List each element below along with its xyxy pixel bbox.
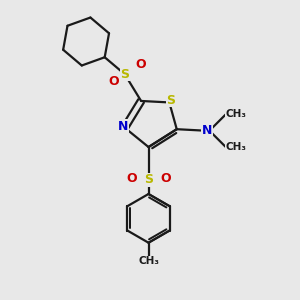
Text: O: O [160, 172, 171, 185]
Text: N: N [202, 124, 212, 137]
Text: S: S [144, 173, 153, 186]
Text: N: N [118, 120, 128, 133]
Text: O: O [126, 172, 136, 185]
Text: O: O [135, 58, 146, 71]
Text: CH₃: CH₃ [226, 142, 247, 152]
Text: CH₃: CH₃ [226, 109, 247, 119]
Text: O: O [108, 75, 119, 88]
Text: CH₃: CH₃ [138, 256, 159, 266]
Text: S: S [120, 68, 129, 81]
Text: S: S [166, 94, 175, 106]
